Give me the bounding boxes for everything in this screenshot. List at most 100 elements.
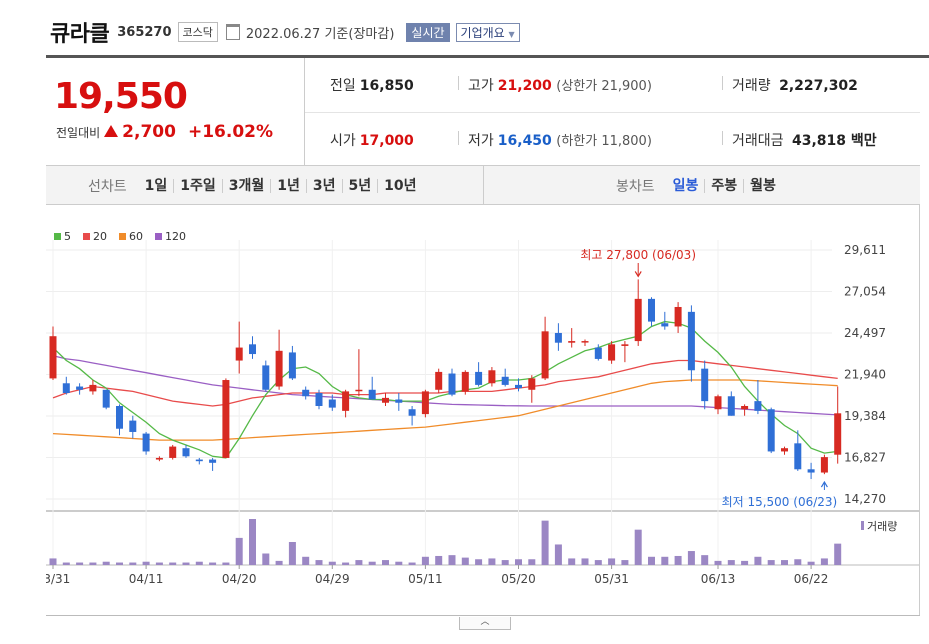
volume-bar — [62, 562, 70, 565]
volume-bar — [169, 562, 177, 565]
volume-bar — [594, 560, 602, 565]
company-info-label: 기업개요 — [460, 25, 505, 40]
x-tick-label: 06/22 — [794, 572, 829, 586]
volume-bar — [834, 543, 842, 565]
volume-bar — [408, 562, 416, 565]
candle-body — [754, 401, 762, 411]
expand-toggle-button[interactable]: ︿ — [459, 617, 511, 630]
candle-body — [209, 459, 217, 463]
volume-bar — [608, 558, 616, 565]
volume-bar — [648, 556, 655, 565]
realtime-button[interactable]: 실시간 — [406, 22, 450, 42]
legend-label: 5 — [64, 230, 71, 243]
line-chart-tabs: 선차트 1일 1주일 3개월 1년 3년 5년 10년 — [88, 176, 423, 196]
candle-body — [129, 420, 137, 432]
line-chart-label: 선차트 — [88, 179, 127, 195]
volume-bar — [448, 555, 456, 565]
stat-value: 16,450 — [497, 133, 552, 149]
base-date: 2022.06.27 기준(장마감) — [245, 26, 395, 42]
stock-name: 큐라클 — [50, 22, 110, 47]
candle-body — [701, 368, 709, 402]
stat-label: 시가 — [330, 133, 356, 149]
company-info-button[interactable]: 기업개요 ▼ — [455, 22, 520, 42]
stat-amount: 거래대금 43,818 백만 — [732, 130, 877, 150]
volume-bar — [515, 559, 522, 565]
candle-body — [541, 331, 549, 379]
current-price: 19,550 — [54, 76, 188, 117]
current-price-panel: 19,550 전일대비 2,700 +16.02% — [46, 58, 305, 166]
volume-bar — [395, 561, 403, 565]
candle-body — [501, 376, 509, 385]
max-arrow-head — [634, 271, 642, 278]
stat-volume: 거래량 2,227,302 — [732, 75, 858, 95]
candle-body — [262, 365, 270, 390]
candle-body — [315, 393, 323, 406]
volume-bar — [142, 561, 150, 565]
candle-body — [634, 298, 642, 342]
candle-body — [475, 371, 483, 385]
ma20-line — [52, 359, 838, 407]
stats-row-2: 시가 17,000 저가 16,450 (하한가 11,800) 거래대금 43,8… — [305, 112, 920, 166]
volume-bar — [554, 544, 562, 565]
candle-body — [568, 341, 576, 343]
change-percent: +16.02% — [187, 122, 274, 142]
candle-body — [342, 391, 350, 411]
stat-open: 시가 17,000 — [330, 130, 414, 150]
candle-body — [741, 405, 749, 410]
min-arrow-head — [820, 480, 828, 488]
tab-line-6[interactable]: 10년 — [377, 179, 422, 193]
ma60-line — [52, 379, 838, 441]
volume-bar — [541, 520, 549, 565]
header-rule — [46, 55, 929, 58]
candle-body — [182, 448, 190, 457]
tab-candle-0[interactable]: 일봉 — [672, 178, 699, 194]
candle-body — [102, 389, 110, 408]
volume-bar — [634, 529, 642, 565]
tab-line-4[interactable]: 3년 — [305, 179, 342, 193]
candle-body — [488, 370, 496, 384]
dropdown-arrow-icon: ▼ — [508, 29, 515, 39]
candle-body — [554, 332, 562, 343]
volume-bar — [302, 556, 310, 565]
volume-bar — [155, 562, 163, 565]
volume-bar — [382, 560, 389, 565]
candle-body — [62, 383, 70, 394]
volume-bar — [328, 561, 336, 565]
candle-body — [820, 457, 828, 473]
up-triangle-icon — [104, 125, 119, 137]
volume-bar — [475, 559, 483, 565]
legend-label: 60 — [129, 230, 143, 243]
tab-candle-1[interactable]: 주봉 — [704, 179, 743, 193]
volume-bar — [701, 555, 709, 565]
candle-chart-label: 봉차트 — [616, 179, 655, 195]
chart-border — [919, 205, 920, 615]
stat-low: 저가 16,450 (하한가 11,800) — [468, 130, 652, 150]
volume-bar — [461, 557, 469, 565]
candle-body — [581, 341, 589, 343]
y-tick-label: 29,611 — [844, 243, 886, 257]
tab-line-0[interactable]: 1일 — [144, 178, 168, 194]
volume-bar — [435, 555, 443, 565]
chart-period-tabs: 선차트 1일 1주일 3개월 1년 3년 5년 10년 봉차트 일봉 주봉 월봉 — [46, 166, 920, 205]
candle-body — [275, 350, 283, 387]
volume-bar — [807, 561, 815, 565]
candle-body — [355, 389, 363, 392]
volume-bar — [49, 558, 57, 565]
candle-body — [195, 459, 203, 462]
divider — [722, 76, 723, 90]
tab-line-3[interactable]: 1년 — [270, 179, 306, 193]
volume-bar — [581, 558, 589, 565]
stat-value: 2,227,302 — [779, 78, 858, 94]
volume-bar — [674, 555, 682, 565]
tab-line-1[interactable]: 1주일 — [173, 179, 222, 193]
volume-legend-label: 거래량 — [867, 520, 897, 533]
tab-candle-2[interactable]: 월봉 — [743, 179, 782, 193]
candle-body — [235, 347, 243, 361]
stat-value: 43,818 백만 — [791, 133, 877, 149]
tab-line-2[interactable]: 3개월 — [221, 179, 271, 193]
legend-swatch — [83, 233, 90, 240]
volume-bar — [262, 553, 270, 565]
change-amount: 2,700 — [122, 122, 176, 142]
volume-bar — [275, 560, 283, 565]
tab-line-5[interactable]: 5년 — [341, 179, 378, 193]
